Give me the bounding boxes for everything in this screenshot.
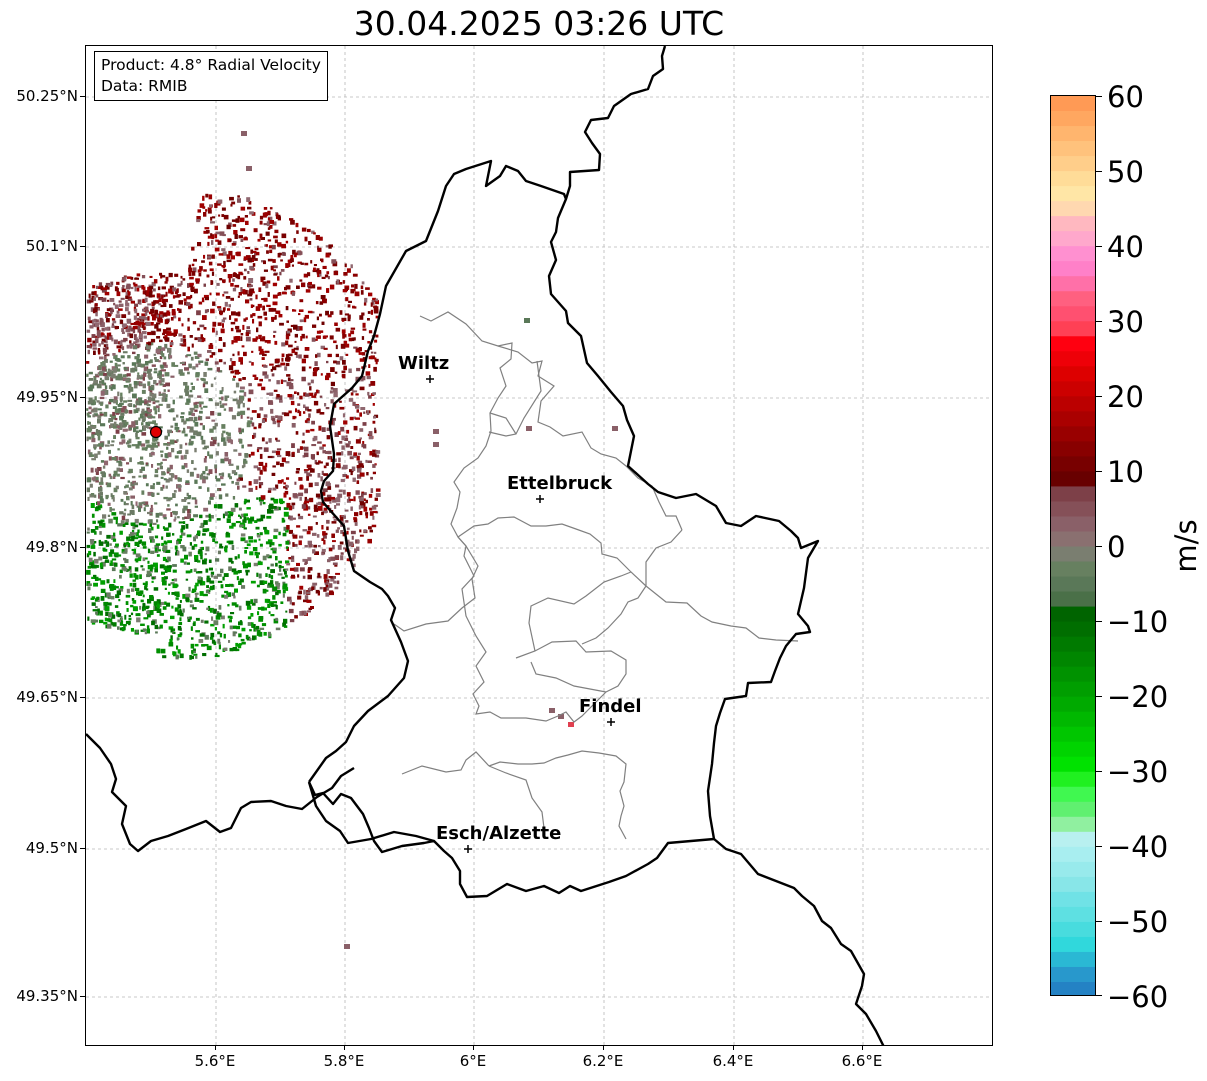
lat-tickmark xyxy=(80,996,85,997)
colorbar-tickmark xyxy=(1096,246,1102,247)
lon-tick-label: 6.6°E xyxy=(841,1052,883,1070)
colorbar-tick-label: −10 xyxy=(1107,605,1169,639)
lat-tickmark xyxy=(80,96,85,97)
lon-tick-label: 5.8°E xyxy=(323,1052,365,1070)
lat-tickmark xyxy=(80,547,85,548)
lat-tickmark xyxy=(80,246,85,247)
lon-tickmark xyxy=(862,1045,863,1050)
colorbar-tickmark xyxy=(1096,96,1102,97)
colorbar-tickmark xyxy=(1096,321,1102,322)
colorbar-tick-label: 10 xyxy=(1107,455,1144,489)
lon-tickmark xyxy=(603,1045,604,1050)
lat-tick-label: 50.1°N xyxy=(25,237,78,255)
lat-tickmark xyxy=(80,848,85,849)
product-info-box: Product: 4.8° Radial Velocity Data: RMIB xyxy=(94,51,328,101)
radar-site-marker xyxy=(149,425,163,439)
colorbar-tickmark xyxy=(1096,171,1102,172)
colorbar-tick-label: −60 xyxy=(1107,980,1169,1014)
data-source-text: Data: RMIB xyxy=(101,77,188,95)
colorbar-unit-label: m/s xyxy=(1169,519,1203,573)
colorbar-gradient xyxy=(1051,96,1095,995)
velocity-colorbar xyxy=(1050,95,1096,996)
lat-tick-label: 49.65°N xyxy=(16,688,78,706)
colorbar-tick-label: 40 xyxy=(1107,230,1144,264)
city-label-esch-alzette: Esch/Alzette xyxy=(436,823,561,844)
lat-tick-label: 49.35°N xyxy=(16,987,78,1005)
radar-map[interactable]: Wiltz Ettelbruck Findel Esch/Alzette xyxy=(85,45,993,1046)
colorbar-tickmark xyxy=(1096,995,1102,996)
product-text: Product: 4.8° Radial Velocity xyxy=(101,56,321,74)
lon-tickmark xyxy=(473,1045,474,1050)
colorbar-tickmark xyxy=(1096,621,1102,622)
city-label-ettelbruck: Ettelbruck xyxy=(507,473,613,494)
city-label-findel: Findel xyxy=(579,696,642,717)
lat-tick-label: 49.5°N xyxy=(25,839,78,857)
colorbar-tick-label: 30 xyxy=(1107,305,1144,339)
colorbar-tick-label: 20 xyxy=(1107,380,1144,414)
city-markers xyxy=(426,375,615,853)
canton-boundaries xyxy=(393,311,799,840)
map-canvas: Wiltz Ettelbruck Findel Esch/Alzette xyxy=(86,46,992,1045)
colorbar-tick-label: 50 xyxy=(1107,155,1144,189)
lon-tickmark xyxy=(215,1045,216,1050)
colorbar-tickmark xyxy=(1096,771,1102,772)
country-borders xyxy=(86,46,885,1045)
colorbar-tickmark xyxy=(1096,846,1102,847)
lon-tickmark xyxy=(344,1045,345,1050)
lat-tickmark xyxy=(80,697,85,698)
lat-tickmark xyxy=(80,397,85,398)
lat-tick-label: 49.8°N xyxy=(25,538,78,556)
gridlines xyxy=(86,46,992,1045)
map-title: 30.04.2025 03:26 UTC xyxy=(353,4,725,43)
colorbar-tick-label: 0 xyxy=(1107,530,1126,564)
colorbar-tick-label: −30 xyxy=(1107,755,1169,789)
colorbar-tick-label: −40 xyxy=(1107,830,1169,864)
colorbar-tickmark xyxy=(1096,921,1102,922)
colorbar-tickmark xyxy=(1096,396,1102,397)
colorbar-tickmark xyxy=(1096,471,1102,472)
lon-tickmark xyxy=(733,1045,734,1050)
lon-tick-label: 5.6°E xyxy=(194,1052,236,1070)
lon-tick-label: 6°E xyxy=(459,1052,487,1070)
colorbar-tick-label: −20 xyxy=(1107,680,1169,714)
city-label-wiltz: Wiltz xyxy=(398,353,449,374)
colorbar-tick-label: −50 xyxy=(1107,905,1169,939)
lat-tick-label: 50.25°N xyxy=(16,87,78,105)
colorbar-tickmark xyxy=(1096,696,1102,697)
colorbar-tick-label: 60 xyxy=(1107,80,1144,114)
lon-tick-label: 6.4°E xyxy=(712,1052,754,1070)
lon-tick-label: 6.2°E xyxy=(582,1052,624,1070)
colorbar-tickmark xyxy=(1096,546,1102,547)
radar-velocity-echoes xyxy=(86,131,618,949)
lat-tick-label: 49.95°N xyxy=(16,388,78,406)
